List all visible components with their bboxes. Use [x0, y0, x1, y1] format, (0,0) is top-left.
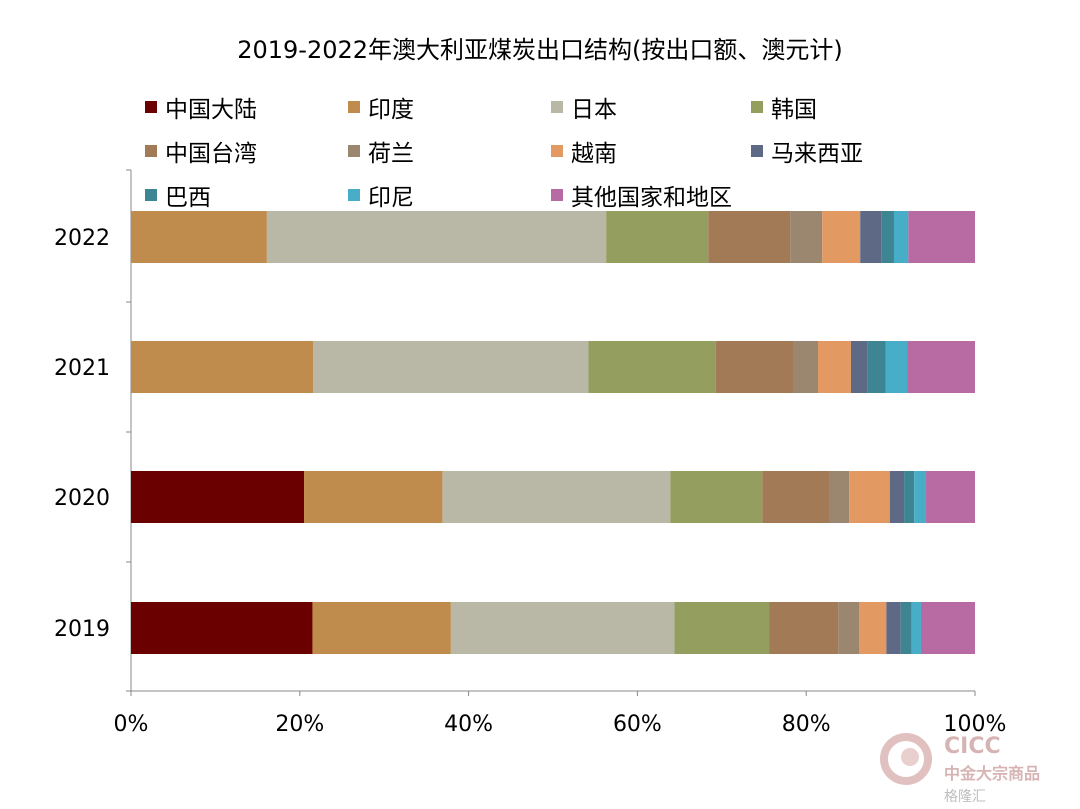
bar-segment [850, 341, 868, 393]
bar-segment [920, 602, 975, 654]
bar-segment [867, 341, 886, 393]
bar-segment [886, 602, 901, 654]
legend-item: 巴西 [145, 176, 348, 214]
legend-label: 越南 [571, 141, 617, 167]
bar-segment [900, 602, 912, 654]
legend-label: 马来西亚 [771, 141, 863, 167]
bar-segment [131, 341, 314, 393]
bar-segment [312, 602, 451, 654]
legend-label: 巴西 [165, 185, 211, 211]
bar-segment [908, 211, 975, 263]
y-tick-label: 2019 [54, 617, 110, 642]
bar-segment [131, 211, 267, 263]
bar-segment [304, 471, 443, 523]
bar-segment [606, 211, 709, 263]
bar-segment [131, 602, 313, 654]
watermark: CICC 中金大宗商品 格隆汇 [880, 730, 1070, 805]
x-tick-label: 0% [114, 712, 149, 737]
bar-segment [442, 471, 671, 523]
bar-segment [313, 341, 589, 393]
legend-swatch [348, 101, 360, 113]
bar-segment [822, 211, 861, 263]
legend-item: 其他国家和地区 [551, 176, 751, 214]
bar-segment [911, 602, 921, 654]
bar-segment [926, 471, 975, 523]
bar-segment [769, 602, 839, 654]
legend-label: 印度 [368, 97, 414, 123]
x-tick-label: 20% [275, 712, 324, 737]
bar-segment [889, 471, 905, 523]
legend-label: 韩国 [771, 97, 817, 123]
legend-item: 中国台湾 [145, 132, 348, 170]
legend-label: 荷兰 [368, 141, 414, 167]
bar-segment [790, 211, 823, 263]
legend-item: 韩国 [751, 88, 905, 126]
chart-title: 2019-2022年澳大利亚煤炭出口结构(按出口额、澳元计) [237, 36, 843, 64]
legend-swatch [551, 189, 563, 201]
x-tick-label: 100% [944, 712, 1007, 737]
legend-label: 中国大陆 [165, 97, 257, 123]
x-tick-label: 60% [613, 712, 662, 737]
bar-segment [907, 341, 975, 393]
legend-swatch [145, 145, 157, 157]
bar-segment [762, 471, 829, 523]
bar-segment [828, 471, 850, 523]
legend-swatch [348, 189, 360, 201]
bar-segment [793, 341, 819, 393]
bar-segment [859, 602, 887, 654]
legend-swatch [751, 101, 763, 113]
bar-segment [881, 211, 894, 263]
legend-swatch [751, 145, 763, 157]
legend-item: 荷兰 [348, 132, 551, 170]
legend-swatch [145, 101, 157, 113]
legend: 中国大陆 印度 日本 韩国中国台湾 荷兰 越南 马来西亚巴西 印尼 其他国家和地区 [145, 88, 905, 214]
x-tick-label: 40% [444, 712, 493, 737]
legend-label: 印尼 [368, 185, 414, 211]
bar-segment [588, 341, 716, 393]
bar-segment [818, 341, 851, 393]
y-tick-label: 2022 [54, 226, 110, 251]
bar-segment [838, 602, 860, 654]
bar-segment [266, 211, 607, 263]
legend-label: 其他国家和地区 [571, 185, 732, 211]
legend-item: 越南 [551, 132, 751, 170]
bar-segment [450, 602, 675, 654]
bar-segment [708, 211, 791, 263]
legend-label: 中国台湾 [165, 141, 257, 167]
legend-item: 中国大陆 [145, 88, 348, 126]
bar-segment [860, 211, 882, 263]
bar-segment [849, 471, 890, 523]
legend-swatch [551, 145, 563, 157]
bar-segment [131, 471, 305, 523]
legend-label: 日本 [571, 97, 617, 123]
bar-segment [885, 341, 908, 393]
bar-segment [893, 211, 909, 263]
bar-segment [670, 471, 763, 523]
watermark-subtitle: 中金大宗商品 [944, 764, 1041, 783]
y-tick-label: 2021 [54, 356, 110, 381]
x-tick-label: 80% [782, 712, 831, 737]
cicc-logo-icon [880, 733, 932, 785]
bar-segment [904, 471, 915, 523]
legend-item: 日本 [551, 88, 751, 126]
legend-swatch [145, 189, 157, 201]
legend-item: 印尼 [348, 176, 551, 214]
bar-segment [914, 471, 927, 523]
legend-item: 印度 [348, 88, 551, 126]
legend-swatch [551, 101, 563, 113]
legend-swatch [348, 145, 360, 157]
bar-segment [715, 341, 794, 393]
watermark-source: 格隆汇 [944, 789, 986, 805]
bar-segment [674, 602, 770, 654]
legend-item: 马来西亚 [751, 132, 905, 170]
y-tick-label: 2020 [54, 486, 110, 511]
watermark-brand: CICC [944, 734, 1001, 759]
